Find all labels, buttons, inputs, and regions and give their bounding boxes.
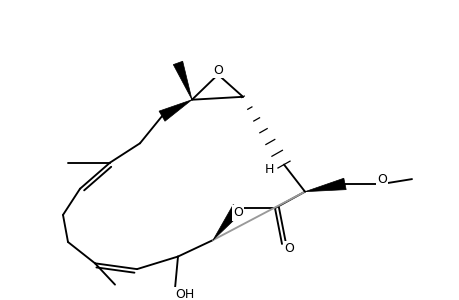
Text: H: H [264, 163, 273, 176]
Text: O: O [284, 242, 293, 255]
Polygon shape [213, 205, 242, 240]
Text: O: O [233, 206, 242, 220]
Polygon shape [173, 61, 191, 100]
Polygon shape [304, 178, 346, 192]
Text: O: O [213, 64, 223, 77]
Polygon shape [159, 100, 191, 121]
Text: O: O [376, 172, 386, 186]
Text: OH: OH [175, 288, 194, 300]
